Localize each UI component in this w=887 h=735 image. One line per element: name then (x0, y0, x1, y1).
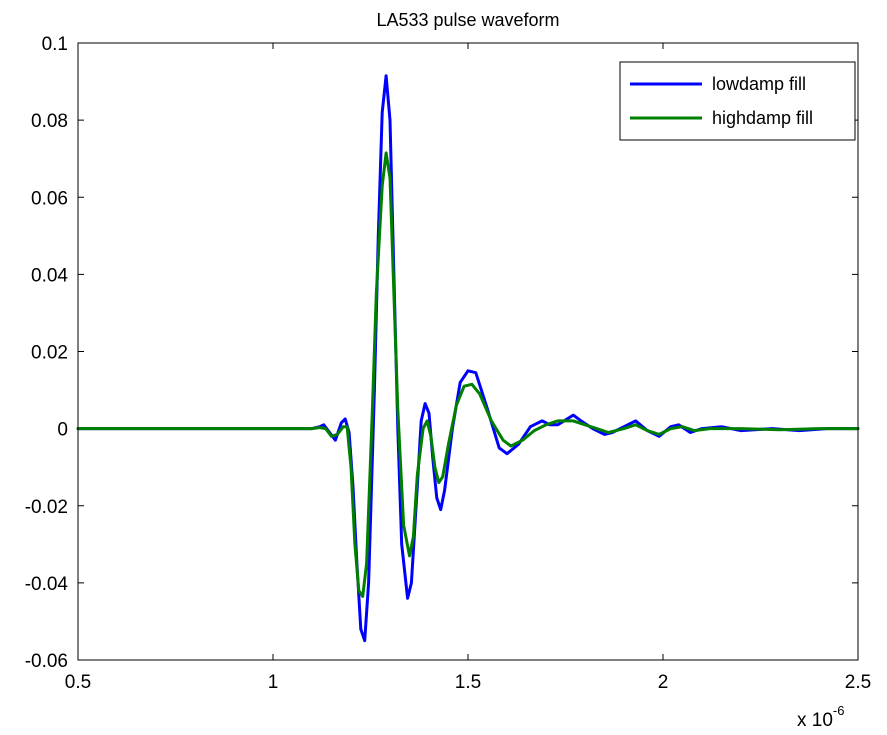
plot-series (76, 74, 860, 643)
y-tick-label: -0.02 (25, 497, 68, 518)
x-exponent-base: x 10 (797, 710, 833, 731)
y-tick-label: -0.04 (25, 574, 69, 595)
y-tick-label: 0.06 (31, 188, 68, 209)
x-exponent-label: x 10-6 (797, 703, 844, 731)
legend: lowdamp fill highdamp fill (619, 61, 856, 141)
legend-box (619, 61, 856, 141)
x-tick-label: 0.5 (65, 672, 91, 693)
x-tick-label: 2.5 (845, 672, 871, 693)
x-tick-label: 1 (268, 672, 279, 693)
x-exponent-power: -6 (833, 703, 845, 718)
axis-ticks: 0.5 1 1.5 2 2.5 -0.06 -0.04 -0.02 0 0.02 0.04 0.06 0… (25, 34, 872, 693)
legend-label: lowdamp fill (712, 74, 806, 94)
y-tick-label: 0 (57, 420, 68, 441)
y-tick-label: 0.1 (42, 34, 68, 55)
y-tick-label: 0.08 (31, 111, 68, 132)
y-tick-label: 0.02 (31, 343, 68, 364)
x-tick-label: 1.5 (455, 672, 481, 693)
x-tick-label: 2 (658, 672, 669, 693)
plot-frame (77, 42, 859, 661)
chart-title: LA533 pulse waveform (376, 10, 559, 30)
series-line-highdamp-fill (76, 151, 860, 598)
y-tick-label: 0.04 (31, 265, 68, 286)
y-tick-label: -0.06 (25, 651, 68, 672)
legend-label: highdamp fill (712, 108, 813, 128)
plot-background (78, 43, 858, 660)
